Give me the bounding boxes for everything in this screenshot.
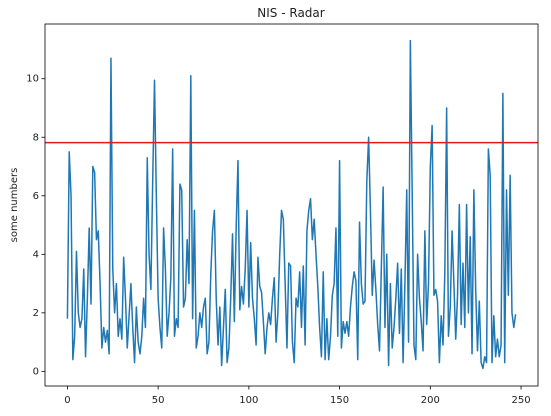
x-tick-label: 0 [64,395,70,406]
x-tick-label: 150 [330,395,349,406]
data-line [66,39,517,370]
x-tick-label: 250 [511,395,530,406]
y-tick-label: 6 [33,191,39,202]
x-tick-label: 200 [421,395,440,406]
plot-frame [44,23,539,387]
x-tick-label: 100 [239,395,258,406]
y-axis-label: some numbers [9,168,20,243]
x-tick-label: 50 [152,395,165,406]
chart-title: NIS - Radar [257,6,324,20]
y-tick-label: 4 [33,249,39,260]
y-tick-label: 10 [26,74,39,85]
y-tick-label: 0 [33,366,39,377]
y-tick-label: 8 [33,132,39,143]
y-tick-label: 2 [33,308,39,319]
